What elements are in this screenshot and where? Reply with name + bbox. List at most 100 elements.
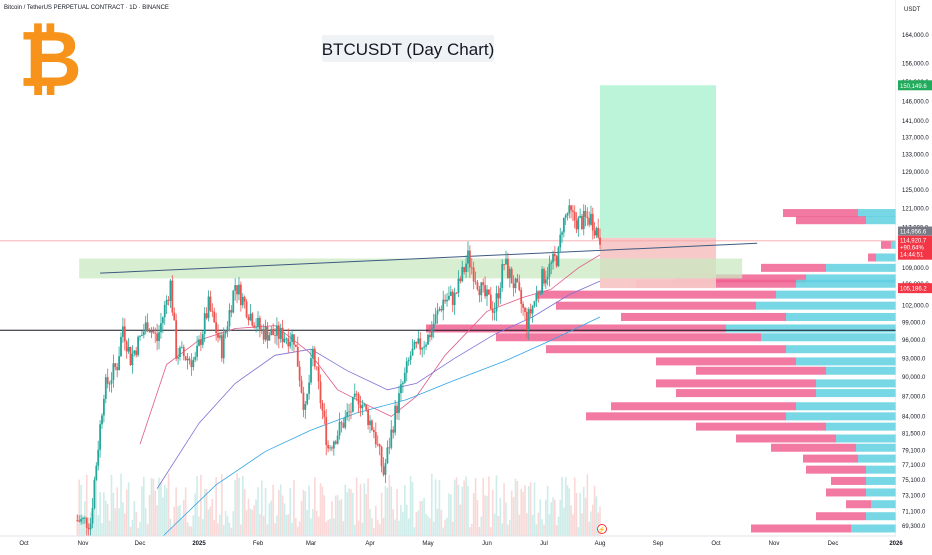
alert-icon[interactable] — [597, 524, 607, 534]
volume-bar — [274, 523, 276, 536]
volume-profile-bar-down — [816, 512, 866, 521]
candle-body — [325, 417, 328, 445]
volume-bar — [165, 488, 168, 536]
volume-bar — [122, 502, 124, 536]
candle-body — [429, 334, 431, 338]
candle-body — [384, 463, 387, 475]
volume-bar — [529, 482, 532, 536]
volume-bar — [304, 491, 307, 536]
volume-bar — [167, 473, 170, 536]
volume-bar — [158, 477, 160, 536]
volume-bar — [346, 491, 348, 536]
volume-bar — [415, 511, 418, 536]
candle-body — [533, 300, 536, 307]
chart-title-box — [322, 35, 494, 62]
candle-body — [470, 267, 473, 269]
volume-bar — [148, 494, 151, 536]
candle-body — [581, 216, 583, 229]
trendline[interactable] — [100, 242, 758, 274]
target-profit-zone[interactable] — [600, 85, 716, 238]
volume-profile-bar-up — [786, 345, 896, 354]
resistance-zone[interactable] — [79, 258, 743, 279]
candle-body — [198, 339, 200, 346]
volume-bar — [298, 521, 301, 536]
time-axis[interactable] — [0, 536, 896, 550]
volume-bar — [446, 517, 448, 536]
volume-bar — [110, 474, 113, 536]
volume-bar — [175, 487, 177, 536]
candle-body — [527, 309, 530, 331]
volume-profile-bar-up — [858, 454, 896, 463]
volume-profile-bar-up — [826, 422, 896, 431]
volume-bar — [95, 477, 98, 536]
volume-bar — [78, 479, 80, 536]
volume-bar — [205, 489, 208, 536]
price-tick-label: 125,000.0 — [902, 188, 929, 194]
chart-title: BTCUSDT (Day Chart) — [322, 40, 495, 59]
position-boxes[interactable] — [79, 85, 743, 289]
candle-body — [501, 264, 504, 289]
volume-bar — [325, 521, 328, 536]
candle-body — [376, 444, 379, 446]
volume-bar — [103, 492, 105, 536]
candle-body — [95, 465, 98, 481]
volume-bar — [467, 485, 469, 536]
volume-bar — [367, 478, 369, 536]
volume-bar — [431, 473, 433, 536]
volume-profile-bar-down — [586, 412, 786, 421]
candle-body — [150, 330, 153, 333]
candle-body — [472, 267, 475, 282]
candle-body — [550, 262, 553, 264]
volume-bar — [566, 485, 569, 536]
volume-bar — [194, 493, 196, 536]
price-axis[interactable] — [896, 0, 932, 550]
volume-bar — [584, 498, 587, 536]
volume-profile-bar-up — [876, 253, 896, 262]
volume-bar — [472, 493, 475, 536]
price-tick-label: 73,100.0 — [902, 494, 926, 500]
volume-bar — [350, 489, 352, 536]
volume-profile-bar-down — [496, 333, 761, 342]
candle-body — [561, 232, 563, 235]
volume-profile-bar-down — [751, 524, 851, 533]
volume-bar — [281, 495, 284, 536]
volume-bar — [327, 519, 329, 536]
time-tick-label: Sep — [653, 541, 664, 547]
price-tick-label: 77,100.0 — [902, 463, 926, 469]
volume-profile-bar-down — [846, 500, 871, 509]
volume-bar — [270, 500, 273, 536]
candle-body — [217, 333, 219, 338]
candle-body — [171, 280, 174, 313]
volume-bar — [124, 513, 126, 536]
volume-bar — [344, 484, 347, 536]
volume-bar — [321, 486, 324, 536]
volume-profile-bar-up — [816, 389, 896, 398]
volume-bar — [76, 514, 79, 536]
candle-body — [590, 213, 592, 225]
symbol-header: Bitcoin / TetherUS PERPETUAL CONTRACT · … — [4, 5, 169, 11]
candle-body — [378, 444, 381, 447]
time-tick-label: May — [422, 541, 433, 547]
volume-profile-bar-up — [866, 488, 896, 497]
candle-body — [260, 329, 263, 330]
candle-body — [89, 523, 92, 530]
volume-bar — [219, 514, 221, 536]
volume-bar — [86, 474, 88, 536]
time-tick-label: Feb — [253, 541, 264, 547]
volume-bar — [112, 492, 115, 536]
candle-body — [264, 326, 267, 340]
volume-bar — [200, 474, 202, 536]
candle-body — [512, 283, 515, 289]
volume-bar — [131, 519, 134, 536]
volume-profile-bar-down — [656, 357, 796, 366]
candle-body — [451, 291, 454, 306]
volume-bar — [373, 527, 375, 536]
candle-body — [340, 422, 343, 424]
volume-bar — [188, 526, 191, 536]
time-tick-label: Nov — [769, 541, 780, 547]
volume-bar — [591, 504, 594, 536]
volume-bar — [541, 519, 543, 536]
volume-profile-bar-up — [796, 357, 896, 366]
